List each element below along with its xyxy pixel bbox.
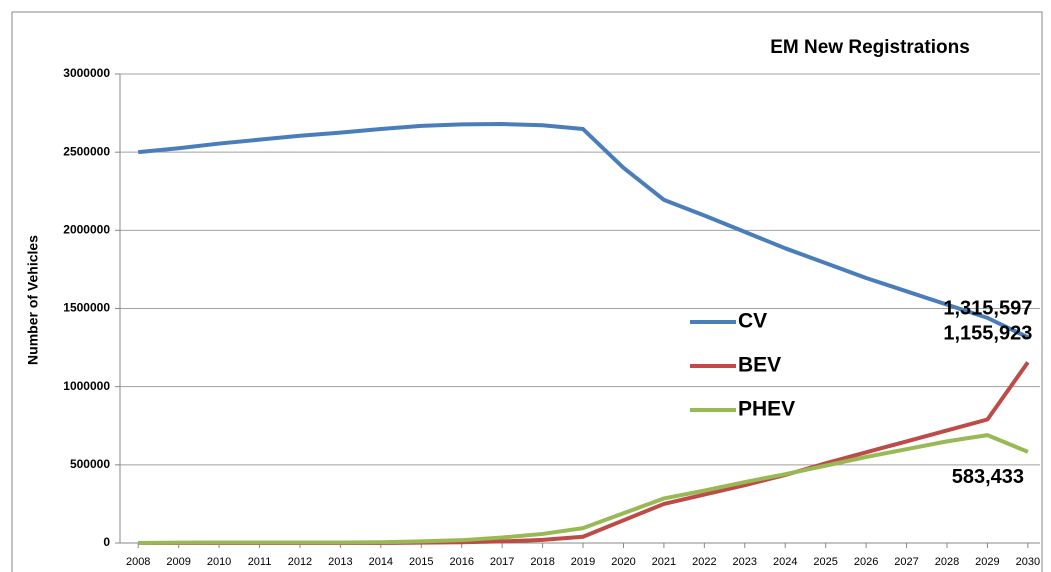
y-axis-label: Number of Vehicles (25, 235, 41, 365)
x-tick-label: 2027 (894, 556, 918, 568)
line-series (138, 122, 1029, 340)
x-tick-label: 2018 (530, 556, 554, 568)
x-tick-label: 2022 (692, 556, 716, 568)
x-tick-label: 2016 (449, 556, 473, 568)
x-tick-label: 2014 (369, 556, 393, 568)
x-tick-label: 2026 (854, 556, 878, 568)
line-series (138, 433, 1029, 545)
y-tick-label: 2000000 (63, 223, 110, 237)
x-tick-label: 2020 (611, 556, 635, 568)
chart-frame (11, 11, 1043, 572)
x-tick-label: 2010 (207, 556, 231, 568)
x-tick-label: 2015 (409, 556, 433, 568)
y-tick-label: 500000 (70, 457, 110, 471)
x-tick-label: 2017 (490, 556, 514, 568)
x-tick-label: 2013 (328, 556, 352, 568)
x-tick-label: 2029 (975, 556, 999, 568)
x-tick-label: 2021 (652, 556, 676, 568)
legend-label: CV (738, 310, 767, 333)
x-tick-label: 2009 (166, 556, 190, 568)
x-tick-label: 2028 (935, 556, 959, 568)
legend-label: BEV (738, 354, 781, 377)
y-tick-label: 1000000 (63, 379, 110, 393)
y-tick-label: 3000000 (63, 66, 110, 80)
x-tick-label: 2024 (773, 556, 797, 568)
chart-title: EM New Registrations (770, 37, 970, 58)
data-label: 583,433 (952, 466, 1024, 488)
y-tick-label: 0 (103, 535, 110, 549)
x-tick-label: 2030 (1016, 556, 1040, 568)
x-tick-label: 2023 (733, 556, 757, 568)
y-tick-label: 2500000 (63, 144, 110, 158)
y-tick-label: 1500000 (63, 301, 110, 315)
x-tick-label: 2008 (126, 556, 150, 568)
x-tick-label: 2011 (248, 556, 272, 568)
x-tick-label: 2025 (813, 556, 837, 568)
x-tick-label: 2019 (571, 556, 595, 568)
data-label: 1,155,923 (943, 323, 1032, 345)
data-label: 1,315,597 (943, 298, 1032, 320)
x-tick-label: 2012 (288, 556, 312, 568)
legend-label: PHEV (738, 398, 795, 421)
